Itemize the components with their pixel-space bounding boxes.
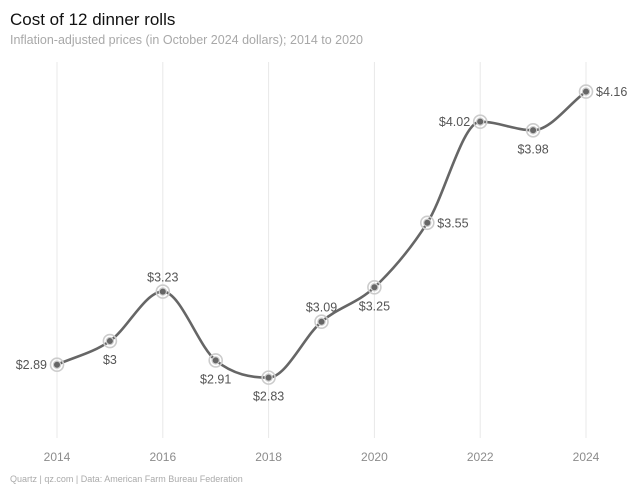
data-label-2022: $4.02 (439, 115, 470, 129)
data-point-2022 (472, 114, 488, 129)
x-tick-label-2016: 2016 (149, 450, 176, 464)
x-tick-label-2022: 2022 (467, 450, 494, 464)
data-point-2014 (49, 357, 65, 373)
data-label-2021: $3.55 (437, 216, 468, 230)
chart-title: Cost of 12 dinner rolls (10, 10, 176, 29)
series-line-group (55, 90, 588, 379)
data-point-2020 (367, 279, 382, 295)
x-tick-label-2018: 2018 (255, 450, 282, 464)
data-point-2016 (155, 284, 171, 299)
data-point-2019 (314, 314, 329, 330)
data-label-2016: $3.23 (147, 271, 178, 285)
data-labels: $2.89 $3 $3.23 $2.91 $2.83 $3.09 $3.25 $3.55 $4.… (16, 85, 628, 404)
source-credit: Quartz | qz.com | Data: American Farm Bu… (10, 474, 243, 484)
x-axis-ticks: 2014 2016 2018 2020 2022 2024 (44, 450, 600, 464)
data-point-2021 (419, 215, 435, 231)
data-label-2020: $3.25 (359, 299, 390, 313)
data-markers (49, 84, 594, 385)
x-tick-label-2020: 2020 (361, 450, 388, 464)
data-point-2015 (102, 333, 118, 349)
x-tick-label-2014: 2014 (44, 450, 71, 464)
data-point-2023 (525, 122, 541, 138)
data-label-2023: $3.98 (517, 142, 548, 156)
data-point-2024 (578, 84, 594, 99)
data-label-2024: $4.16 (596, 85, 627, 99)
data-point-2017 (208, 353, 223, 368)
data-label-2014: $2.89 (16, 358, 47, 372)
data-label-2019: $3.09 (306, 301, 337, 315)
chart-subtitle: Inflation-adjusted prices (in October 20… (10, 33, 363, 47)
gridlines (56, 62, 587, 438)
data-label-2017: $2.91 (200, 372, 231, 386)
data-label-2018: $2.83 (253, 390, 284, 404)
x-tick-label-2024: 2024 (573, 450, 600, 464)
series-line (55, 90, 588, 379)
data-label-2015: $3 (103, 353, 117, 367)
data-point-2018 (261, 370, 276, 385)
